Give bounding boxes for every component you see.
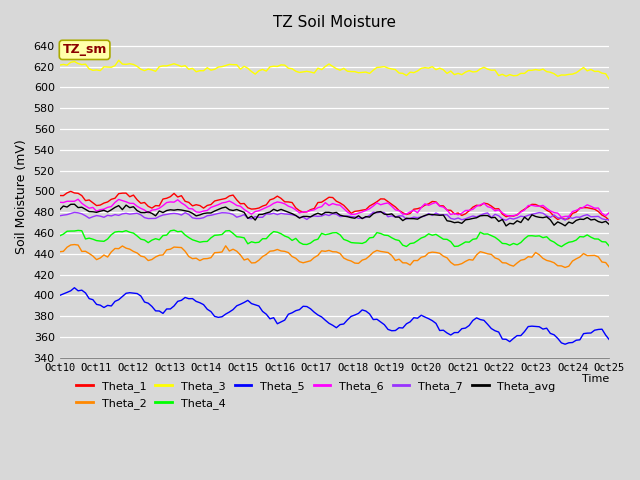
Theta_4 (170, 227, 178, 233)
Theta_1 (369, 201, 377, 207)
Theta_2 (605, 264, 613, 270)
Theta_5 (277, 319, 285, 325)
Theta_4 (369, 235, 377, 240)
Theta_avg (502, 223, 510, 229)
Theta_1 (513, 212, 521, 218)
Theta_6 (74, 196, 82, 202)
Theta_1 (440, 203, 447, 209)
Theta_4 (513, 242, 521, 248)
Theta_avg (605, 222, 613, 228)
Theta_3 (240, 63, 248, 69)
Theta_1 (348, 210, 355, 216)
Theta_avg (70, 201, 78, 207)
Theta_avg (517, 220, 525, 226)
Theta_5 (440, 327, 447, 333)
Theta_2 (56, 249, 63, 254)
Theta_6 (513, 212, 521, 217)
Theta_1 (67, 189, 75, 194)
Line: Theta_4: Theta_4 (60, 230, 609, 247)
Theta_2 (369, 250, 377, 255)
Theta_5 (348, 313, 355, 319)
X-axis label: Time: Time (582, 374, 609, 384)
Theta_3 (56, 62, 63, 68)
Theta_6 (240, 206, 248, 212)
Theta_1 (56, 192, 63, 198)
Theta_6 (348, 212, 355, 217)
Line: Theta_avg: Theta_avg (60, 204, 609, 226)
Legend: Theta_1, Theta_2, Theta_3, Theta_4, Theta_5, Theta_6, Theta_7, Theta_avg: Theta_1, Theta_2, Theta_3, Theta_4, Thet… (76, 381, 556, 409)
Theta_4 (557, 244, 565, 250)
Theta_6 (557, 215, 565, 220)
Y-axis label: Soil Moisture (mV): Soil Moisture (mV) (15, 139, 28, 254)
Theta_6 (277, 200, 285, 205)
Theta_5 (56, 292, 63, 298)
Theta_2 (277, 248, 285, 254)
Theta_7 (369, 209, 377, 215)
Theta_7 (440, 212, 447, 218)
Title: TZ Soil Moisture: TZ Soil Moisture (273, 15, 396, 30)
Theta_5 (605, 337, 613, 343)
Theta_5 (240, 300, 248, 305)
Theta_1 (277, 195, 285, 201)
Theta_2 (440, 253, 447, 259)
Line: Theta_1: Theta_1 (60, 192, 609, 221)
Theta_4 (440, 236, 447, 242)
Theta_3 (115, 58, 122, 63)
Theta_avg (369, 211, 377, 216)
Theta_avg (348, 215, 355, 220)
Theta_2 (70, 241, 78, 247)
Theta_3 (348, 69, 355, 74)
Theta_1 (240, 201, 248, 206)
Line: Theta_3: Theta_3 (60, 60, 609, 80)
Theta_7 (273, 212, 281, 217)
Theta_6 (369, 203, 377, 209)
Theta_4 (277, 231, 285, 237)
Theta_7 (517, 213, 525, 219)
Theta_7 (365, 212, 373, 218)
Line: Theta_6: Theta_6 (60, 199, 609, 217)
Theta_2 (513, 260, 521, 266)
Theta_7 (237, 213, 244, 219)
Theta_7 (502, 217, 510, 223)
Theta_3 (369, 67, 377, 73)
Theta_4 (348, 240, 355, 245)
Theta_2 (348, 258, 355, 264)
Theta_5 (70, 285, 78, 290)
Theta_7 (605, 217, 613, 223)
Theta_5 (513, 333, 521, 338)
Line: Theta_7: Theta_7 (60, 212, 609, 220)
Theta_6 (605, 210, 613, 216)
Theta_3 (513, 72, 521, 78)
Theta_avg (277, 206, 285, 212)
Theta_3 (277, 62, 285, 68)
Theta_6 (440, 204, 447, 210)
Theta_1 (605, 218, 613, 224)
Theta_4 (56, 233, 63, 239)
Theta_avg (240, 209, 248, 215)
Theta_2 (561, 264, 569, 270)
Theta_6 (56, 199, 63, 205)
Theta_3 (440, 67, 447, 72)
Theta_avg (56, 207, 63, 213)
Theta_7 (344, 213, 351, 219)
Theta_2 (240, 257, 248, 263)
Theta_4 (240, 235, 248, 240)
Theta_avg (440, 212, 447, 218)
Theta_5 (369, 317, 377, 323)
Line: Theta_5: Theta_5 (60, 288, 609, 344)
Theta_5 (561, 341, 569, 347)
Line: Theta_2: Theta_2 (60, 244, 609, 267)
Theta_3 (605, 77, 613, 83)
Theta_4 (605, 243, 613, 249)
Text: TZ_sm: TZ_sm (63, 43, 107, 56)
Theta_7 (56, 213, 63, 219)
